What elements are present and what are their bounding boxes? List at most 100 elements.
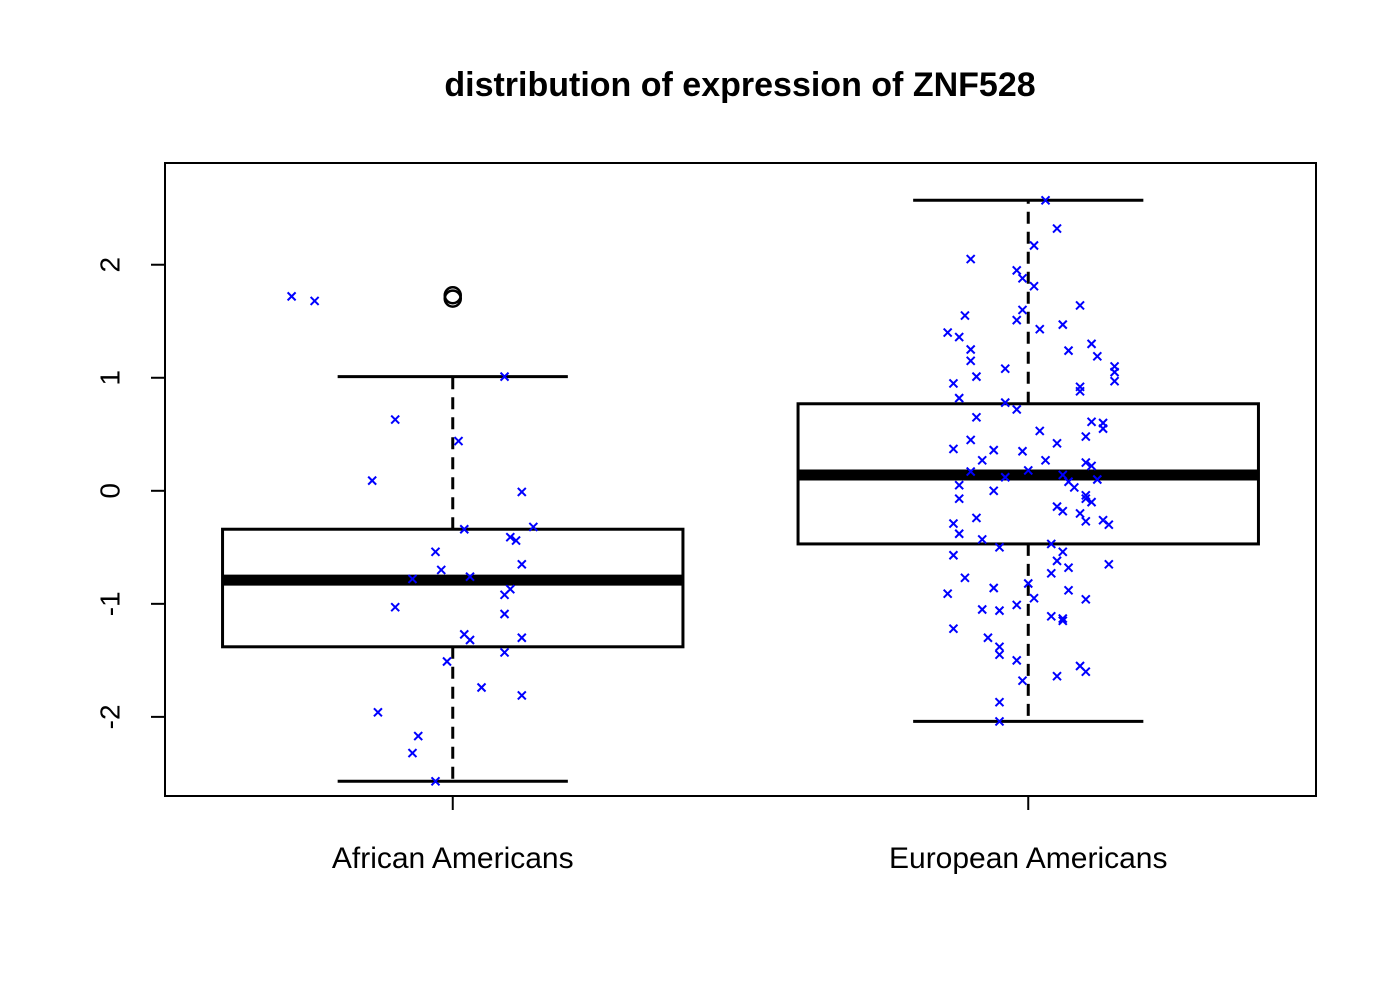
data-point-stroke <box>1012 265 1022 276</box>
data-point <box>499 590 510 600</box>
data-point <box>954 494 964 504</box>
data-point-stroke <box>983 633 993 643</box>
data-point-stroke <box>1063 345 1074 356</box>
data-point-stroke <box>367 475 377 486</box>
data-point <box>367 475 377 486</box>
data-point-stroke <box>994 642 1005 652</box>
data-point <box>1081 457 1091 468</box>
data-point-stroke <box>994 605 1005 616</box>
data-point <box>1063 345 1074 356</box>
data-point-stroke <box>517 633 527 643</box>
data-point-stroke <box>373 707 383 718</box>
data-point-stroke <box>942 327 953 338</box>
data-point <box>1063 585 1074 595</box>
box-group <box>221 286 685 783</box>
data-point <box>989 486 999 496</box>
data-point <box>994 716 1005 727</box>
data-point <box>1081 516 1091 527</box>
data-point-stroke <box>1029 240 1039 251</box>
data-point <box>465 572 475 582</box>
data-point-stroke <box>1075 508 1085 519</box>
data-point <box>390 602 400 612</box>
data-point <box>390 414 400 425</box>
data-point <box>407 574 418 584</box>
data-point <box>286 291 297 302</box>
data-point-stroke <box>1081 594 1091 605</box>
data-point <box>1086 417 1097 427</box>
data-point <box>1017 305 1028 315</box>
data-point <box>1052 556 1062 566</box>
data-point <box>977 455 987 465</box>
y-tick-label: 1 <box>94 370 125 386</box>
data-point-stroke <box>459 524 469 534</box>
data-point-stroke <box>1052 556 1062 566</box>
data-point-stroke <box>1104 520 1114 530</box>
data-point <box>1058 613 1068 624</box>
data-point <box>977 534 987 545</box>
data-point-stroke <box>517 690 527 701</box>
data-point <box>499 647 510 658</box>
data-point <box>1000 472 1010 482</box>
data-point <box>1081 666 1091 677</box>
data-point <box>1075 300 1085 311</box>
data-point-stroke <box>1000 472 1010 482</box>
data-point-stroke <box>1040 195 1051 206</box>
data-point <box>1098 423 1108 434</box>
data-point <box>1081 431 1091 442</box>
data-point <box>1109 367 1120 377</box>
data-point <box>1063 562 1074 573</box>
data-point-stroke <box>1017 675 1028 686</box>
data-point-stroke <box>994 649 1005 660</box>
data-point-stroke <box>971 371 982 382</box>
data-point <box>954 480 964 490</box>
data-point-stroke <box>459 629 469 640</box>
data-point-stroke <box>390 414 400 425</box>
data-point-stroke <box>977 455 987 465</box>
data-point-stroke <box>954 529 964 539</box>
data-point <box>942 327 953 338</box>
data-point-stroke <box>971 513 982 523</box>
data-point-stroke <box>1063 562 1074 573</box>
data-point <box>1029 240 1039 251</box>
outlier-point <box>443 286 462 305</box>
data-point-stroke <box>1052 501 1062 512</box>
data-point-stroke <box>965 466 976 477</box>
data-point <box>517 690 527 701</box>
data-point <box>948 624 959 634</box>
data-point-stroke <box>1023 465 1033 476</box>
data-point <box>511 535 521 546</box>
data-point <box>1104 520 1114 530</box>
data-point-stroke <box>1086 417 1097 427</box>
data-point-stroke <box>965 356 976 366</box>
y-axis: -2 -1 0 1 2 <box>94 257 165 729</box>
data-point-stroke <box>407 748 418 758</box>
data-point-stroke <box>1012 600 1022 610</box>
data-point <box>1109 376 1120 386</box>
boxes-layer <box>221 198 1260 783</box>
data-point-stroke <box>430 547 441 557</box>
data-point-stroke <box>1058 616 1068 626</box>
data-point-stroke <box>1075 300 1085 311</box>
data-point <box>430 776 441 787</box>
y-tick-label: -2 <box>94 704 125 729</box>
x-axis: African Americans European Americans <box>332 796 1168 875</box>
data-point <box>971 412 982 423</box>
data-point-stroke <box>390 602 400 612</box>
data-point <box>499 371 510 382</box>
data-point <box>1000 364 1010 374</box>
data-point-stroke <box>1081 666 1091 677</box>
data-point-stroke <box>994 697 1005 707</box>
data-point-stroke <box>948 550 959 560</box>
data-point <box>948 518 959 529</box>
data-point <box>1023 578 1033 589</box>
data-point-stroke <box>430 776 441 787</box>
data-point <box>965 435 976 445</box>
data-point-stroke <box>1012 404 1022 415</box>
data-point-stroke <box>436 565 446 575</box>
data-point-stroke <box>1046 568 1056 579</box>
data-point-stroke <box>954 494 964 504</box>
data-point-stroke <box>1052 671 1062 681</box>
data-point-stroke <box>1058 613 1068 624</box>
data-point-stroke <box>1000 397 1010 408</box>
data-point <box>1075 386 1085 397</box>
